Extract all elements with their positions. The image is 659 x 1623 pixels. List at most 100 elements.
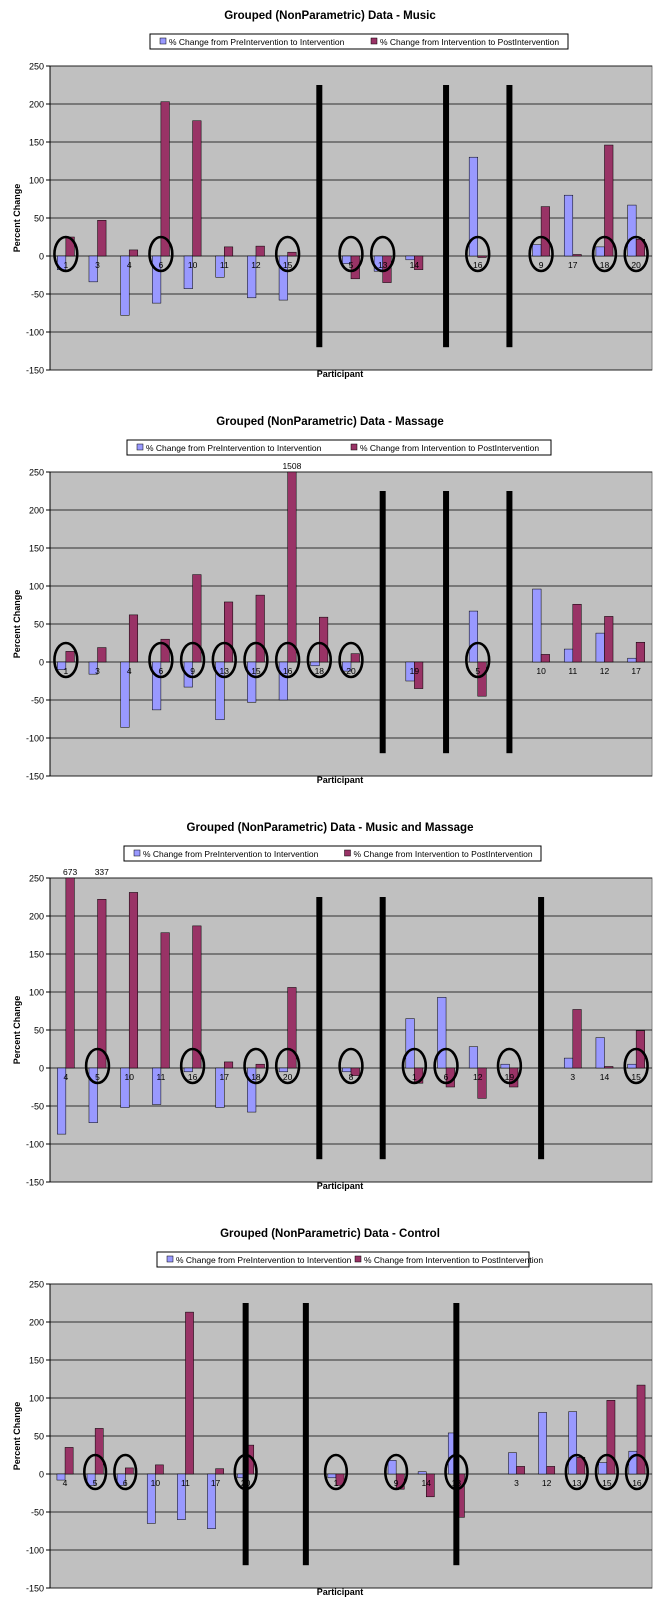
x-tick-label: 4 [127, 666, 132, 676]
bar-series2 [572, 603, 582, 663]
x-tick-label: 17 [568, 260, 578, 270]
x-tick-label: 3 [514, 1478, 519, 1488]
legend-swatch [350, 443, 358, 451]
legend-box [126, 439, 552, 456]
bar-series1 [88, 255, 98, 283]
highlight-circle [338, 1047, 364, 1085]
x-tick-label: 19 [410, 666, 420, 676]
x-tick-label: 9 [394, 1478, 399, 1488]
bar-series1 [120, 661, 130, 728]
x-tick-label: 15 [283, 260, 293, 270]
x-tick-label: 20 [346, 666, 356, 676]
highlight-circle [148, 641, 174, 679]
highlight-circle [274, 1047, 301, 1085]
x-tick-label: 15 [251, 666, 261, 676]
bar-series2 [224, 246, 234, 257]
x-tick-label: 10 [124, 1072, 134, 1082]
highlight-circle [624, 1453, 650, 1491]
chart-title: Grouped (NonParametric) Data - Massage [216, 416, 444, 428]
x-tick-label: 17 [631, 666, 641, 676]
y-tick-label: -50 [31, 290, 44, 300]
y-tick-label: -150 [26, 1584, 44, 1594]
bar-series1 [538, 1412, 547, 1475]
legend-swatch [133, 849, 141, 857]
x-tick-label: 12 [251, 260, 261, 270]
bar-series2 [335, 1473, 345, 1486]
bar-series1 [310, 661, 320, 667]
x-tick-label: 16 [188, 1072, 198, 1082]
y-tick-label: -100 [26, 734, 44, 744]
y-tick-label: 250 [29, 874, 44, 884]
chart-panel-4: Grouped (NonParametric) Data - Control % … [12, 1228, 653, 1597]
bar-series1 [598, 1462, 608, 1475]
y-tick-label: 0 [39, 1470, 44, 1480]
x-tick-label: 20 [631, 260, 641, 270]
x-tick-label: 20 [283, 1072, 293, 1082]
y-tick-label: 200 [29, 912, 44, 922]
bar-series1 [57, 1067, 67, 1135]
bar-series2 [192, 925, 202, 1069]
highlight-circle [179, 641, 206, 679]
y-tick-label: -50 [31, 696, 44, 706]
highlight-circle [148, 235, 174, 273]
y-tick-label: 150 [29, 544, 44, 554]
y-tick-label: 0 [39, 252, 44, 262]
bar-series2 [160, 932, 170, 1069]
bar-series1 [120, 1067, 130, 1108]
x-tick-label: 9 [190, 666, 195, 676]
bar-series2 [546, 1466, 556, 1475]
y-tick-label: 100 [29, 988, 44, 998]
bar-series2 [287, 987, 297, 1069]
bar-series2 [94, 1428, 104, 1475]
bar-series2 [287, 471, 297, 663]
bar-series1 [387, 1460, 397, 1475]
bar-series2 [64, 1447, 74, 1475]
highlight-circle [623, 1047, 649, 1085]
highlight-circle [401, 1047, 428, 1085]
bar-series1 [508, 1452, 517, 1475]
highlight-circle [274, 641, 301, 679]
x-tick-label: 5 [93, 1478, 98, 1488]
bar-series2 [224, 601, 234, 663]
x-tick-label: 12 [600, 666, 610, 676]
legend-box [149, 33, 569, 50]
bar-series1 [120, 255, 130, 316]
highlight-circle [274, 235, 301, 273]
y-tick-label: -150 [26, 366, 44, 376]
x-tick-label: 9 [539, 260, 544, 270]
highlight-circle [594, 1453, 619, 1491]
legend-label: % Change from Intervention to PostInterv… [364, 1255, 543, 1265]
legend-swatch [166, 1255, 174, 1263]
bar-series1 [152, 1067, 162, 1105]
bar-series2 [426, 1473, 435, 1498]
bar-series1 [563, 1057, 574, 1069]
y-tick-label: 50 [34, 620, 44, 630]
bar-series1 [152, 661, 162, 711]
y-axis-title: Percent Change [12, 590, 22, 659]
highlight-circle [179, 1047, 206, 1085]
x-tick-label: 11 [568, 666, 577, 676]
y-tick-label: -100 [26, 1546, 44, 1556]
bar-series1 [247, 255, 257, 299]
bar-series1 [595, 246, 605, 257]
y-tick-label: -100 [26, 1140, 44, 1150]
x-tick-label: 18 [600, 260, 610, 270]
highlight-circle [243, 641, 269, 679]
group-divider [538, 897, 545, 1160]
bar-series1 [152, 255, 162, 304]
x-tick-label: 4 [63, 1478, 68, 1488]
chart-panel-3: Grouped (NonParametric) Data - Music and… [12, 822, 653, 1191]
y-tick-label: 0 [39, 1064, 44, 1074]
bar-series2 [477, 661, 487, 697]
y-axis-title: Percent Change [12, 184, 22, 253]
bar-series2 [572, 254, 582, 257]
bar-series1 [468, 1046, 478, 1069]
x-axis-title: Participant [317, 775, 364, 785]
x-tick-label: 6 [444, 1072, 449, 1082]
bar-series1 [563, 648, 574, 663]
x-tick-label: 1 [63, 260, 68, 270]
bar-series2 [128, 892, 139, 1069]
bar-series2 [604, 144, 614, 257]
bar-series1 [116, 1473, 126, 1486]
